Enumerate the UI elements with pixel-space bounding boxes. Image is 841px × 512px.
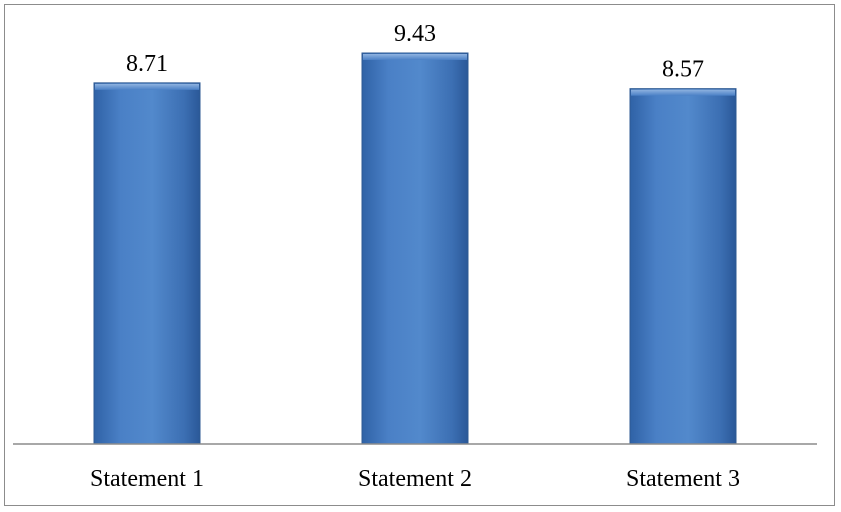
bar-rect-1 xyxy=(93,82,201,445)
bar-chart: 8.719.438.57 Statement 1 Statement 2 State… xyxy=(13,21,817,492)
bar-3 xyxy=(629,88,737,445)
data-label-2: 9.43 xyxy=(394,21,436,47)
data-label-1: 8.71 xyxy=(126,51,168,77)
x-tick-label-1: Statement 1 xyxy=(90,466,204,492)
chart-frame: 8.71 9.43 8.57 Statement 1 Statement 2 State… xyxy=(4,4,835,506)
x-tick-labels-layer: Statement 1 Statement 2 Statement 3 xyxy=(90,466,740,492)
bar-rect-3 xyxy=(629,88,737,445)
x-tick-label-3: Statement 3 xyxy=(626,466,740,492)
data-labels-layer: 8.71 9.43 8.57 xyxy=(126,21,704,83)
data-label-3: 8.57 xyxy=(662,57,704,83)
bar-1 xyxy=(93,82,201,445)
x-tick-label-2: Statement 2 xyxy=(358,466,472,492)
bar-highlight-1 xyxy=(95,83,199,90)
bar-rect-2 xyxy=(361,52,469,445)
bar-2 xyxy=(361,52,469,445)
bar-highlight-3 xyxy=(631,89,735,96)
bars-layer xyxy=(93,52,737,445)
bar-highlight-2 xyxy=(363,54,467,60)
